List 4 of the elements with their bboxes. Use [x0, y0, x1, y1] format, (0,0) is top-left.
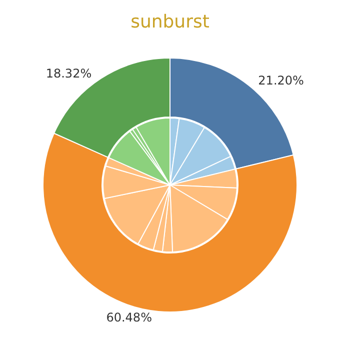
chart-title: sunburst: [130, 12, 210, 32]
data-label: 18.32%: [46, 66, 92, 80]
data-label: 60.48%: [106, 310, 152, 324]
data-label: 21.20%: [258, 73, 304, 88]
